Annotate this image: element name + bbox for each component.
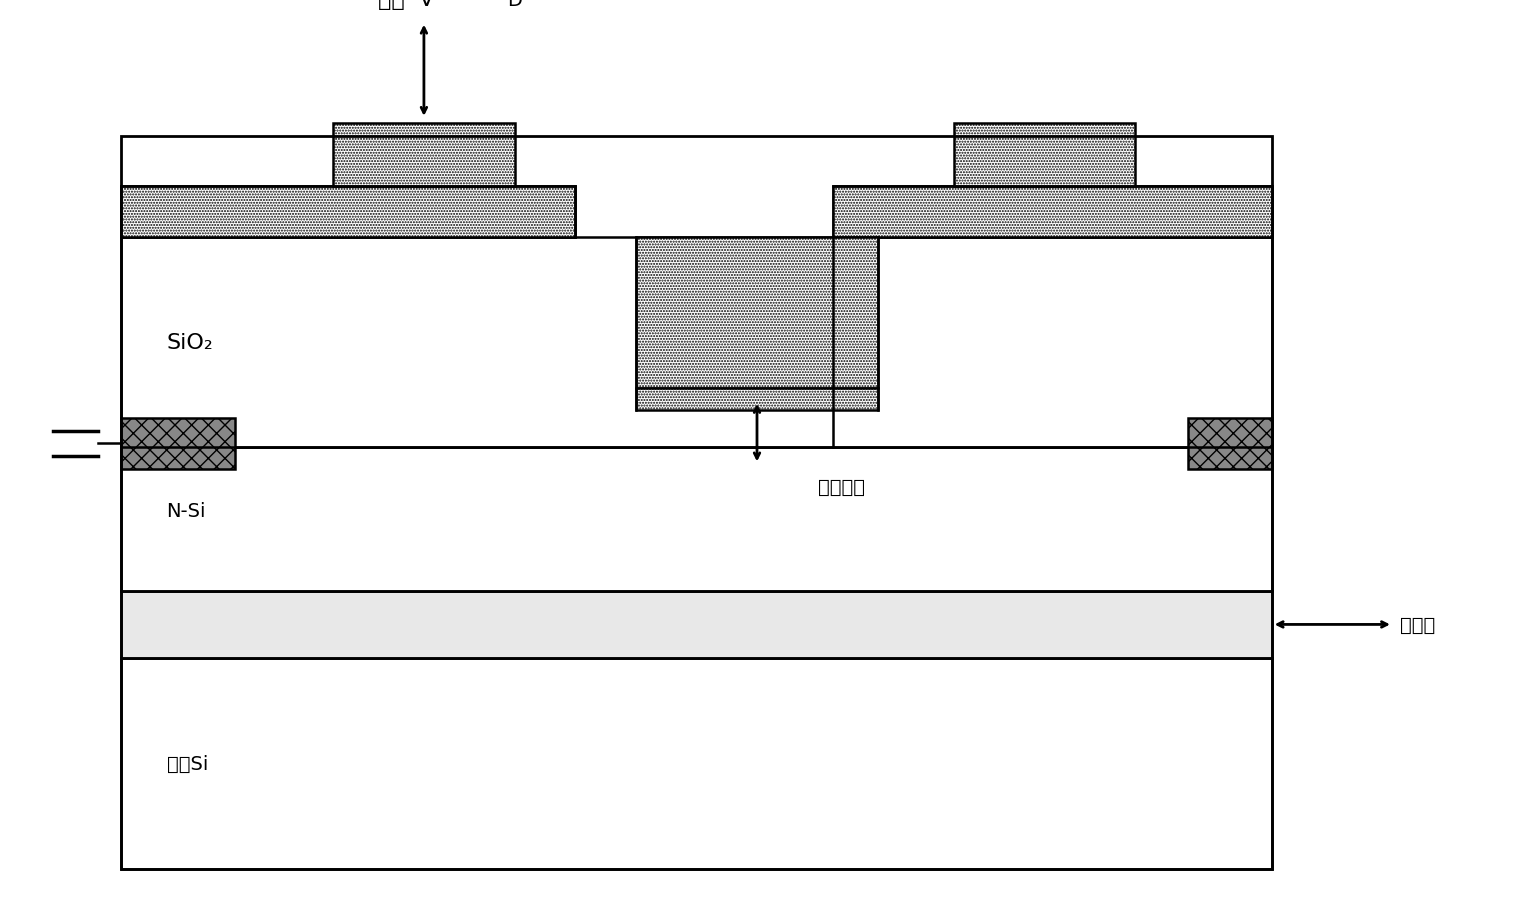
Bar (121, 591, 1272, 659)
Text: 电极  V: 电极 V (378, 0, 435, 10)
Bar (121, 137, 1272, 869)
Text: 衬底Si: 衬底Si (167, 754, 207, 773)
Text: 绝缘栅层: 绝缘栅层 (818, 477, 864, 496)
Text: N-Si: N-Si (167, 502, 206, 520)
Text: SiO₂: SiO₂ (167, 333, 213, 353)
Bar (121, 238, 1272, 448)
Text: D: D (507, 0, 522, 10)
Bar (121, 187, 575, 238)
Bar (833, 187, 1272, 238)
Bar (833, 187, 1272, 238)
Bar (954, 124, 1136, 187)
Bar (121, 448, 1272, 591)
Bar (1188, 418, 1272, 469)
Bar (121, 418, 235, 469)
Bar (121, 187, 575, 238)
Text: 埋氧层: 埋氧层 (1400, 615, 1435, 634)
Bar (636, 389, 878, 410)
Bar (121, 659, 1272, 869)
Bar (636, 238, 878, 389)
Bar (333, 124, 515, 187)
